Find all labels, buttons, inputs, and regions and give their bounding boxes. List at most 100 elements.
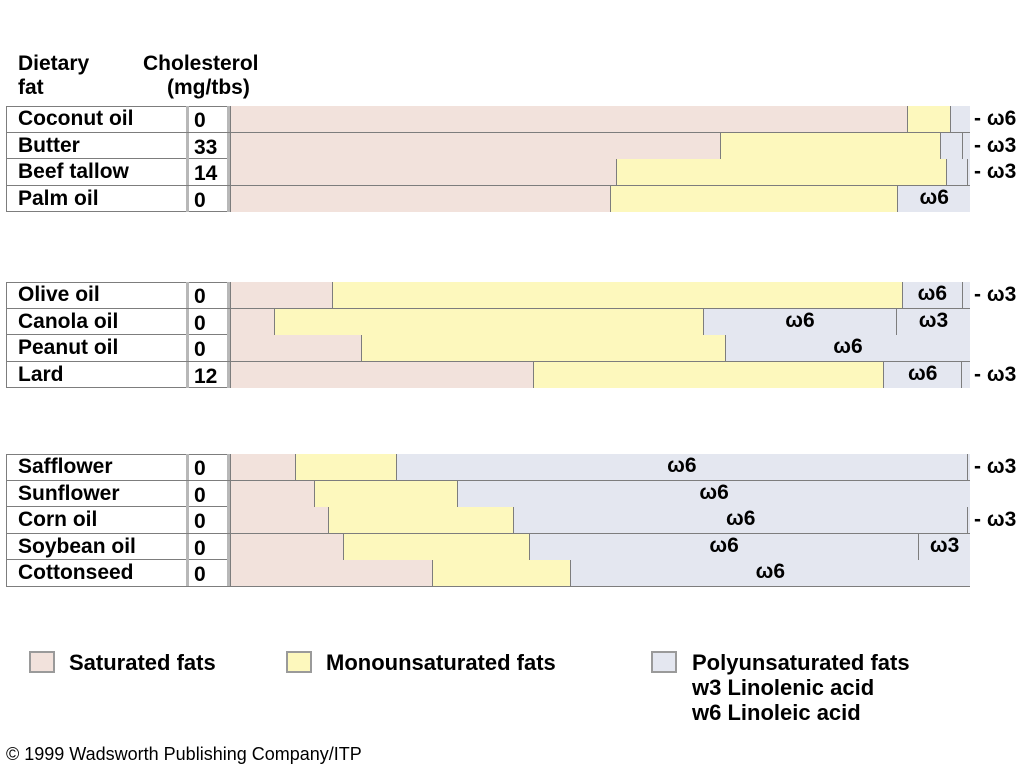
stacked-bar: ω6 — [230, 361, 970, 388]
callout-omega3: - ω3 — [974, 133, 1017, 157]
bar-segment-mono — [719, 132, 940, 159]
bar-segment-poly-w6: ω6 — [457, 480, 970, 507]
legend-note-w3: w3 Linolenic acid — [692, 675, 875, 700]
cholesterol-value: 0 — [194, 311, 206, 335]
legend-swatch-saturated — [29, 651, 55, 673]
bar-segment-mono — [616, 159, 946, 186]
bar-segment-mono — [360, 335, 726, 362]
callout-omega3: - ω3 — [974, 283, 1017, 306]
cholesterol-value: 0 — [194, 285, 206, 308]
column-divider — [227, 308, 230, 335]
stacked-bar — [230, 159, 970, 186]
bar-segment-mono — [332, 282, 902, 308]
row-label: Olive oil — [18, 283, 100, 306]
chart-row: Cottonseed 0 ω6 — [6, 560, 970, 587]
legend-label-mono: Monounsaturated fats — [326, 650, 556, 675]
column-divider — [227, 106, 230, 132]
bar-segment-saturated — [230, 159, 617, 186]
row-label: Palm oil — [18, 186, 99, 210]
chart-row: Peanut oil 0 ω6 — [6, 335, 970, 362]
callout-omega3: - ω3 — [974, 508, 1017, 532]
chart-row: Sunflower 0 ω6 — [6, 480, 970, 508]
callout-omega3: - ω3 — [974, 455, 1017, 478]
column-divider — [186, 560, 189, 587]
row-label: Canola oil — [18, 309, 119, 333]
bar-segment-saturated — [230, 185, 610, 212]
cholesterol-value: 0 — [194, 536, 206, 560]
cholesterol-value: 0 — [194, 109, 206, 132]
bar-segment-poly-w6: ω6 — [725, 335, 970, 362]
chart-row: Butter 33 — [6, 132, 970, 160]
column-divider — [186, 308, 189, 335]
callout-omega3: - ω3 — [974, 160, 1017, 184]
header-fat-line1: Dietary — [18, 52, 90, 75]
bar-segment-poly-w6: ω6 — [702, 308, 896, 335]
stacked-bar — [230, 132, 970, 159]
header-chol-line1: Cholesterol — [143, 52, 259, 75]
stacked-bar: ω6 — [230, 185, 970, 212]
column-divider — [186, 480, 189, 507]
legend-swatch-mono — [286, 651, 312, 673]
row-label: Cottonseed — [18, 561, 134, 585]
row-label: Corn oil — [18, 508, 98, 532]
bar-segment-poly-w6: ω6 — [569, 560, 970, 587]
callout-omega6: - ω6 — [974, 107, 1017, 130]
column-divider — [186, 132, 189, 159]
cholesterol-value: 33 — [194, 135, 218, 159]
bar-segment-saturated — [230, 308, 274, 335]
column-divider — [186, 185, 189, 212]
column-divider — [227, 335, 230, 362]
row-label: Beef tallow — [18, 160, 129, 184]
row-label: Peanut oil — [18, 336, 119, 360]
column-divider — [227, 507, 230, 534]
bar-segment-poly-w3 — [961, 132, 970, 159]
column-divider — [227, 185, 230, 212]
stacked-bar: ω6 — [230, 560, 970, 587]
bar-segment-poly-w3 — [967, 454, 970, 480]
legend-swatch-poly — [651, 651, 677, 673]
row-label: Coconut oil — [18, 107, 134, 130]
row-label: Safflower — [18, 455, 113, 478]
bar-segment-poly-w6: ω6 — [395, 454, 968, 480]
column-divider — [227, 533, 230, 560]
header-cholesterol: Cholesterol (mg/tbs) — [143, 52, 259, 100]
column-divider — [186, 533, 189, 560]
cholesterol-value: 0 — [194, 510, 206, 534]
bar-segment-saturated — [230, 454, 296, 480]
bar-segment-poly-w3: ω3 — [896, 308, 970, 335]
bar-segment-mono — [907, 106, 950, 132]
header-chol-line2: (mg/tbs) — [167, 76, 250, 99]
chart-row: Safflower 0 ω6 — [6, 454, 970, 481]
stacked-bar: ω6 — [230, 454, 970, 480]
bar-segment-mono — [432, 560, 570, 587]
bar-segment-saturated — [230, 132, 720, 159]
bar-segment-poly-w3 — [961, 361, 970, 388]
bar-segment-mono — [533, 361, 884, 388]
row-label: Butter — [18, 133, 80, 157]
callout-omega3: - ω3 — [974, 362, 1017, 386]
column-divider — [186, 361, 189, 388]
bar-segment-poly-w3 — [961, 282, 970, 308]
bar-segment-saturated — [230, 560, 433, 587]
bar-segment-saturated — [230, 533, 344, 560]
stacked-bar — [230, 106, 970, 132]
stacked-bar: ω6 — [230, 282, 970, 308]
column-divider — [186, 335, 189, 362]
chart-row: Beef tallow 14 — [6, 159, 970, 186]
bar-segment-poly-w6 — [939, 132, 962, 159]
bar-segment-poly-w6: ω6 — [883, 361, 962, 388]
bar-segment-poly-w3 — [967, 159, 970, 186]
bar-segment-mono — [273, 308, 703, 335]
row-label: Soybean oil — [18, 534, 136, 558]
legend-label-poly: Polyunsaturated fats — [692, 650, 910, 675]
bar-segment-mono — [343, 533, 529, 560]
cholesterol-value: 0 — [194, 483, 206, 507]
chart-row: Palm oil 0 ω6 — [6, 185, 970, 213]
bar-segment-poly-w6: ω6 — [901, 282, 962, 308]
header-fat-line2: fat — [18, 76, 44, 99]
bar-segment-poly-w6: ω6 — [528, 533, 919, 560]
bar-segment-mono — [314, 480, 458, 507]
row-label: Sunflower — [18, 481, 120, 505]
stacked-bar: ω6 — [230, 335, 970, 362]
row-label: Lard — [18, 362, 64, 386]
